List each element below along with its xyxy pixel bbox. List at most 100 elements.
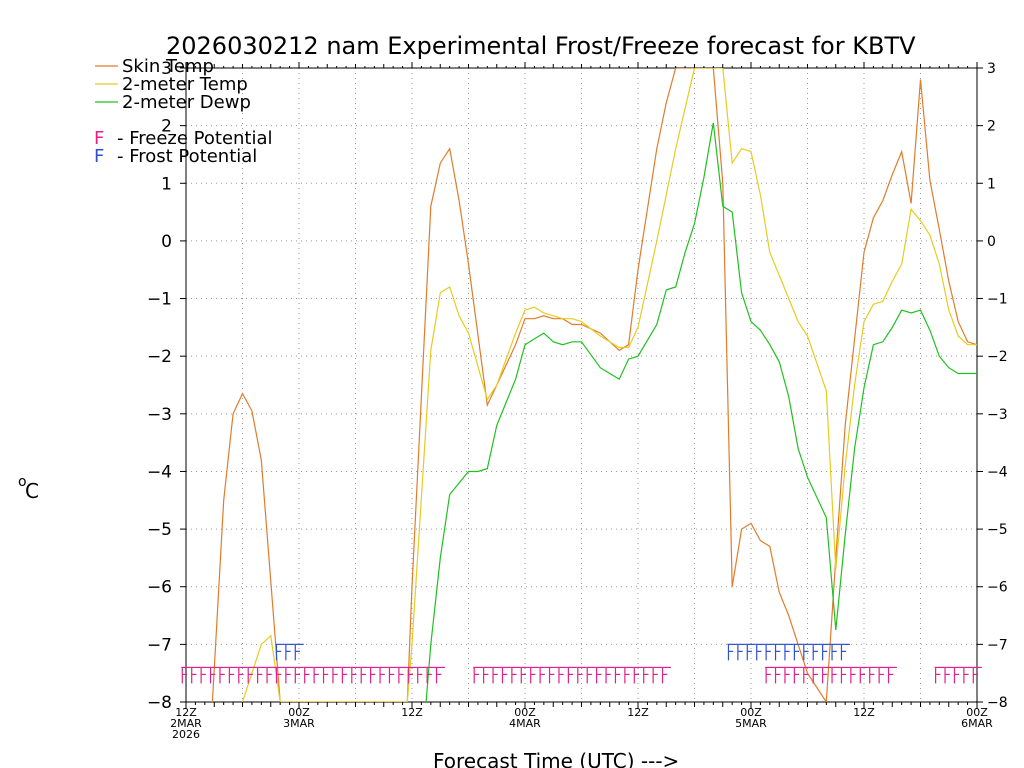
- frost-flag: [755, 643, 766, 661]
- potential-legend-item: F - Freeze Potential: [94, 128, 273, 149]
- freeze-flag: [369, 666, 380, 684]
- freeze-flag: [774, 666, 784, 684]
- y-tick-label: −1: [147, 290, 172, 310]
- frost-flag: [840, 643, 850, 661]
- y-tick-label: −4: [147, 462, 172, 482]
- freeze-flag: [783, 666, 794, 684]
- legend-item: 2-meter Dewp: [95, 92, 251, 113]
- y-tick-label-right: 1: [987, 176, 996, 192]
- freeze-flag: [529, 666, 540, 684]
- frost-flag: [802, 643, 813, 661]
- freeze-flag: [642, 666, 653, 684]
- potential-legend-item: F - Frost Potential: [94, 146, 257, 167]
- freeze-flag: [388, 666, 398, 684]
- freeze-flag: [284, 666, 295, 684]
- freeze-flag: [209, 666, 219, 684]
- x-tick-label: 00Z: [740, 706, 762, 719]
- freeze-flag: [350, 666, 361, 684]
- freeze-flag: [567, 666, 577, 684]
- freeze-flag: [840, 666, 850, 684]
- freeze-flag: [407, 666, 417, 684]
- y-axis-label-text: C: [25, 479, 39, 503]
- freeze-flag: [360, 666, 370, 684]
- legend-label: Skin Temp: [122, 56, 214, 77]
- frost-flag: [765, 643, 775, 661]
- freeze-flag: [934, 666, 945, 684]
- y-axis-label: o C: [18, 474, 39, 503]
- freeze-flag: [548, 666, 558, 684]
- freeze-flag: [944, 666, 954, 684]
- freeze-flag: [303, 666, 314, 684]
- freeze-flag: [266, 666, 276, 684]
- freeze-flag: [539, 666, 549, 684]
- freeze-flag: [228, 666, 238, 684]
- legend-item: 2-meter Temp: [95, 74, 248, 95]
- frost-flag: [821, 643, 832, 661]
- y-tick-label: −5: [147, 520, 172, 540]
- y-tick-label: −7: [147, 635, 172, 655]
- potential-legend: F - Freeze Potential F - Frost Potential: [94, 128, 273, 167]
- freeze-flag: [962, 666, 973, 684]
- freeze-flag: [435, 666, 445, 684]
- freeze-flag: [802, 666, 813, 684]
- freeze-flag: [181, 666, 191, 684]
- freeze-flag: [821, 666, 832, 684]
- freeze-flag: [652, 666, 662, 684]
- y-tick-label-right: −5: [987, 522, 1008, 538]
- freeze-flag: [426, 666, 436, 684]
- x-tick-label: 3MAR: [283, 717, 315, 730]
- freeze-flag: [482, 666, 493, 684]
- freeze-flag: [605, 666, 615, 684]
- x-tick-label: 00Z: [514, 706, 536, 719]
- series-line-2-meter-dewp: [425, 122, 977, 702]
- freeze-flag: [473, 666, 483, 684]
- frost-flag: [727, 643, 737, 661]
- freeze-flag: [793, 666, 803, 684]
- y-tick-label: 3: [161, 59, 172, 79]
- freeze-flag: [633, 666, 643, 684]
- x-tick-label: 12Z: [853, 706, 875, 719]
- frost-flag: [736, 643, 747, 661]
- freeze-flag: [322, 666, 332, 684]
- freeze-flag: [878, 666, 888, 684]
- freeze-flag: [218, 666, 229, 684]
- freeze-flag: [397, 666, 408, 684]
- x-tick-label: 00Z: [966, 706, 988, 719]
- freeze-flag: [614, 666, 624, 684]
- freeze-flag: [661, 666, 671, 684]
- freeze-flag: [294, 666, 304, 684]
- frost-flag: [275, 643, 285, 661]
- freeze-flag: [831, 666, 841, 684]
- series-line-2-meter-temp: [241, 68, 977, 702]
- potential-legend-letter: F: [94, 146, 104, 167]
- legend-label: 2-meter Dewp: [122, 92, 251, 113]
- freeze-flag: [576, 666, 587, 684]
- freeze-flag: [237, 666, 248, 684]
- freeze-flag: [520, 666, 530, 684]
- y-axis-right: 3 2 1 0 −1 −2 −3 −4 −5 −6 −7 −8: [977, 61, 1008, 711]
- x-tick-label: 00Z: [288, 706, 310, 719]
- freeze-flag: [557, 666, 568, 684]
- series-lines: [211, 68, 977, 702]
- freeze-flag: [331, 666, 342, 684]
- grid: [186, 67, 977, 703]
- x-tick-label: 2MAR: [170, 717, 202, 730]
- freeze-flag: [379, 666, 389, 684]
- y-tick-label-right: −7: [987, 637, 1008, 653]
- freeze-flag: [812, 666, 822, 684]
- freeze-flag: [200, 666, 210, 684]
- freeze-flag: [972, 666, 982, 684]
- freeze-flag: [190, 666, 201, 684]
- x-tick-label: 2026: [172, 728, 200, 741]
- y-tick-label-right: −4: [987, 464, 1008, 480]
- y-tick-label: −2: [147, 347, 172, 367]
- potential-legend-text: - Frost Potential: [117, 146, 257, 167]
- freeze-flag: [416, 666, 427, 684]
- legend-label: 2-meter Temp: [122, 74, 248, 95]
- y-tick-label: 0: [161, 232, 172, 252]
- y-tick-label-right: 0: [987, 234, 996, 250]
- y-tick-label: −8: [147, 693, 172, 713]
- frost-flag: [831, 643, 841, 661]
